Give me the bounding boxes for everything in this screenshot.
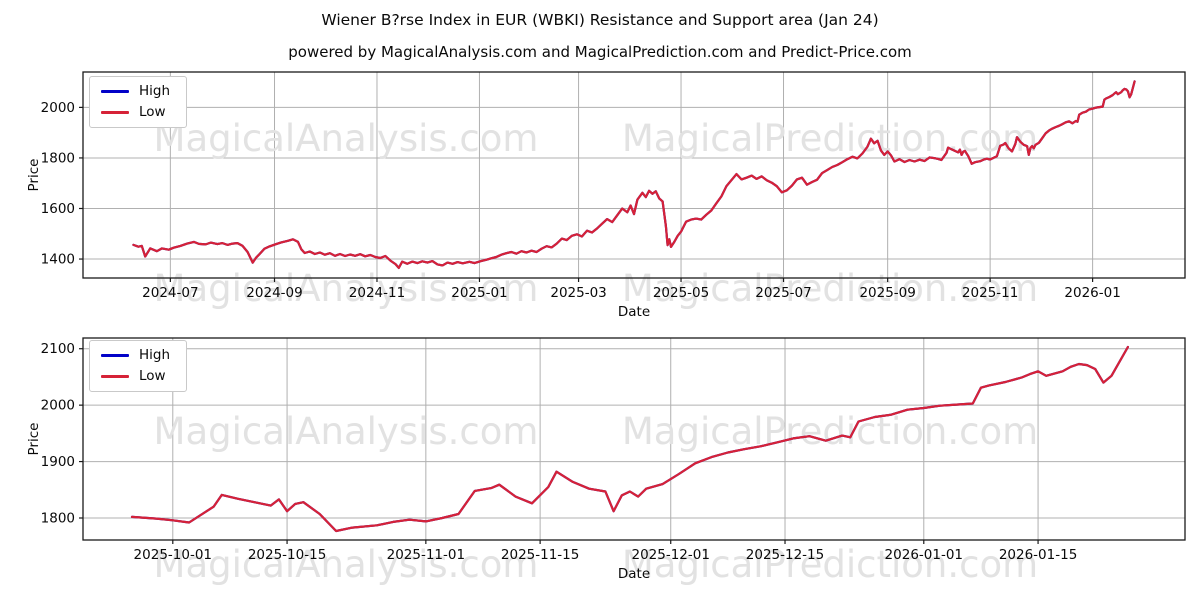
x-tick-label: 2025-12-01 bbox=[631, 547, 709, 563]
figure-title: Wiener B?rse Index in EUR (WBKI) Resista… bbox=[321, 11, 879, 29]
x-tick-label: 2025-12-15 bbox=[746, 547, 824, 563]
legend-item-high: High bbox=[101, 84, 170, 99]
watermark-text: MagicalAnalysis.com bbox=[154, 117, 539, 160]
x-tick-label: 2025-10-15 bbox=[248, 547, 326, 563]
x-tick-label: 2024-09 bbox=[246, 285, 302, 301]
y-tick-label: 1900 bbox=[41, 454, 75, 470]
bottom-chart-legend: High Low bbox=[89, 340, 188, 392]
top-chart: MagicalAnalysis.com MagicalPrediction.com… bbox=[26, 71, 1186, 320]
top-chart-legend: High Low bbox=[89, 76, 188, 128]
x-tick-label: 2025-11 bbox=[962, 285, 1018, 301]
high-line-swatch bbox=[101, 90, 129, 93]
x-tick-label: 2025-10-01 bbox=[134, 547, 212, 563]
bottom-chart: MagicalAnalysis.com MagicalPrediction.com… bbox=[26, 337, 1186, 586]
watermark-text: MagicalPrediction.com bbox=[622, 410, 1038, 453]
legend-label-high: High bbox=[139, 347, 171, 363]
low-line bbox=[132, 80, 1136, 269]
y-tick-label: 1800 bbox=[41, 510, 75, 526]
watermark-text: MagicalAnalysis.com bbox=[154, 543, 539, 586]
low-line bbox=[130, 345, 1130, 533]
x-tick-label: 2025-07 bbox=[755, 285, 811, 301]
x-axis-label: Date bbox=[618, 304, 650, 320]
y-tick-label: 1600 bbox=[41, 201, 75, 217]
high-line-swatch bbox=[101, 354, 129, 357]
x-tick-label: 2026-01 bbox=[1064, 285, 1120, 301]
x-tick-label: 2026-01-15 bbox=[999, 547, 1077, 563]
low-line-swatch bbox=[101, 375, 129, 378]
legend-item-high: High bbox=[101, 348, 170, 363]
y-tick-label: 2000 bbox=[41, 398, 75, 414]
watermark-text: MagicalPrediction.com bbox=[622, 267, 1038, 310]
low-line-swatch bbox=[101, 111, 129, 114]
x-tick-label: 2025-03 bbox=[550, 285, 606, 301]
high-line bbox=[132, 80, 1136, 269]
watermark-text: MagicalPrediction.com bbox=[622, 543, 1038, 586]
y-tick-label: 1400 bbox=[41, 252, 75, 268]
y-tick-label: 2100 bbox=[41, 341, 75, 357]
y-axis-label: Price bbox=[26, 159, 42, 192]
x-tick-label: 2024-11 bbox=[349, 285, 405, 301]
legend-item-low: Low bbox=[101, 105, 170, 120]
watermark-text: MagicalAnalysis.com bbox=[154, 410, 539, 453]
plot-border bbox=[82, 71, 1186, 279]
x-tick-label: 2024-07 bbox=[142, 285, 198, 301]
legend-label-low: Low bbox=[139, 104, 166, 120]
legend-label-low: Low bbox=[139, 368, 166, 384]
legend-item-low: Low bbox=[101, 369, 170, 384]
y-tick-label: 1800 bbox=[41, 150, 75, 166]
y-tick-label: 2000 bbox=[41, 100, 75, 116]
y-axis-label: Price bbox=[26, 423, 42, 456]
x-axis-label: Date bbox=[618, 566, 650, 582]
plot-border bbox=[82, 337, 1186, 541]
x-tick-label: 2025-05 bbox=[653, 285, 709, 301]
x-tick-label: 2026-01-01 bbox=[885, 547, 963, 563]
figure-subtitle: powered by MagicalAnalysis.com and Magic… bbox=[288, 43, 912, 61]
x-tick-label: 2025-11-15 bbox=[501, 547, 579, 563]
x-tick-label: 2025-01 bbox=[451, 285, 507, 301]
x-tick-label: 2025-11-01 bbox=[387, 547, 465, 563]
x-tick-label: 2025-09 bbox=[859, 285, 915, 301]
watermark-text: MagicalAnalysis.com bbox=[154, 267, 539, 310]
watermark-text: MagicalPrediction.com bbox=[622, 117, 1038, 160]
legend-label-high: High bbox=[139, 83, 171, 99]
